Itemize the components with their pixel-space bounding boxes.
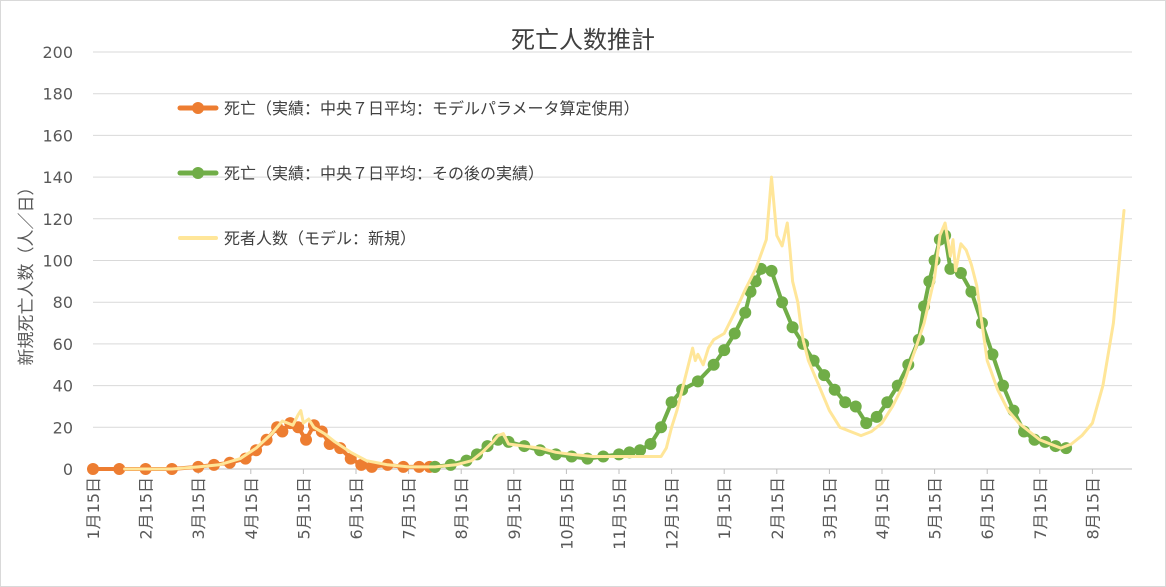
data-point (292, 421, 305, 434)
data-point (749, 275, 762, 288)
data-point (928, 254, 941, 267)
data-point (276, 425, 289, 438)
x-tick-label: 1月15日 (715, 477, 734, 540)
legend-label: 死亡（実績：中央７日平均：その後の実績） (224, 164, 544, 183)
legend-marker (192, 102, 204, 114)
legend-label: 死亡（実績：中央７日平均：モデルパラメータ算定使用） (224, 99, 640, 118)
data-point (300, 433, 313, 446)
data-point (839, 396, 852, 409)
data-point (739, 306, 752, 319)
x-tick-label: 6月15日 (978, 477, 997, 540)
y-tick-label: 80 (53, 293, 73, 312)
y-axis-ticks: 0 20 40 60 80 100 120 140 160 180 200 (42, 43, 73, 479)
x-tick-label: 1月15日 (84, 477, 103, 540)
x-axis-ticks: 1月15日 2月15日 3月15日 4月15日 5月15日 6月15日 7月15日 8月15日… (84, 469, 1102, 550)
series-layer (87, 175, 1126, 475)
y-tick-label: 120 (42, 210, 73, 229)
data-point (355, 458, 368, 471)
legend-item-1: 死亡（実績：中央７日平均：その後の実績） (177, 164, 544, 183)
data-point (492, 433, 505, 446)
y-tick-label: 0 (63, 460, 73, 479)
y-tick-label: 200 (42, 43, 73, 62)
legend-item-2: 死者人数（モデル：新規） (178, 229, 416, 248)
legend-label: 死者人数（モデル：新規） (224, 229, 416, 248)
data-point (881, 396, 894, 409)
x-tick-label: 9月15日 (505, 477, 524, 540)
x-tick-label: 4月15日 (242, 477, 261, 540)
series-1 (428, 229, 1073, 473)
x-tick-label: 5月15日 (926, 477, 945, 540)
data-point (707, 358, 720, 371)
legend: 死亡（実績：中央７日平均：モデルパラメータ算定使用） 死亡（実績：中央７日平均：そ… (177, 99, 640, 248)
data-point (860, 417, 873, 430)
data-point (87, 463, 99, 475)
x-tick-label: 10月15日 (557, 477, 576, 550)
data-point (665, 396, 678, 409)
data-point (828, 383, 841, 396)
y-tick-label: 180 (42, 85, 73, 104)
data-point (786, 321, 799, 334)
y-tick-label: 60 (53, 335, 73, 354)
data-point (565, 450, 578, 463)
data-point (744, 285, 757, 298)
x-tick-label: 2月15日 (768, 477, 787, 540)
y-axis-label: 新規死亡人数（人／日） (17, 179, 37, 366)
x-tick-label: 7月15日 (1031, 477, 1050, 540)
data-point (944, 262, 957, 275)
data-point (613, 448, 625, 461)
x-tick-label: 7月15日 (400, 477, 419, 540)
data-point (691, 375, 704, 388)
series-line (123, 175, 1126, 471)
x-tick-label: 2月15日 (137, 477, 156, 540)
data-point (870, 410, 883, 423)
chart-title: 死亡人数推計 (511, 26, 655, 54)
legend-item-0: 死亡（実績：中央７日平均：モデルパラメータ算定使用） (177, 99, 640, 118)
data-point (776, 296, 789, 309)
x-tick-label: 3月15日 (189, 477, 208, 540)
data-point (818, 369, 831, 382)
x-tick-label: 3月15日 (820, 477, 839, 540)
x-tick-label: 5月15日 (294, 477, 313, 540)
data-point (365, 460, 378, 473)
data-point (644, 437, 657, 450)
data-point (634, 444, 647, 457)
series-2 (123, 175, 1126, 471)
x-tick-label: 12月15日 (663, 477, 682, 550)
x-tick-label: 6月15日 (347, 477, 366, 540)
data-point (113, 463, 126, 475)
data-point (765, 264, 778, 277)
x-tick-label: 11月15日 (610, 477, 629, 550)
y-tick-label: 100 (42, 252, 73, 271)
legend-marker (192, 167, 204, 179)
data-point (996, 379, 1009, 392)
data-point (986, 348, 999, 361)
y-tick-label: 40 (53, 377, 73, 396)
y-tick-label: 20 (53, 418, 73, 437)
x-tick-label: 4月15日 (873, 477, 892, 540)
data-point (728, 327, 741, 340)
x-tick-label: 8月15日 (452, 477, 471, 540)
x-tick-label: 8月15日 (1083, 477, 1102, 540)
data-point (718, 344, 731, 357)
data-point (655, 421, 668, 434)
y-tick-label: 160 (42, 126, 73, 145)
data-point (954, 267, 967, 280)
data-point (849, 400, 862, 413)
y-tick-label: 140 (42, 168, 73, 187)
data-point (965, 285, 978, 298)
